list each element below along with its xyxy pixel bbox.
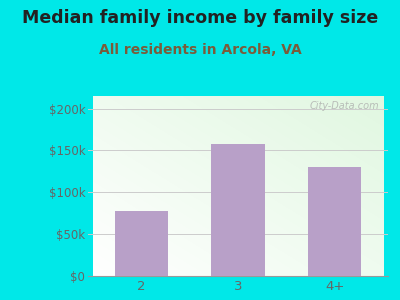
Bar	[308, 167, 361, 276]
Bar	[115, 211, 168, 276]
Bar	[211, 144, 265, 276]
Text: All residents in Arcola, VA: All residents in Arcola, VA	[99, 44, 301, 58]
Text: Median family income by family size: Median family income by family size	[22, 9, 378, 27]
Text: City-Data.com: City-Data.com	[309, 101, 379, 111]
